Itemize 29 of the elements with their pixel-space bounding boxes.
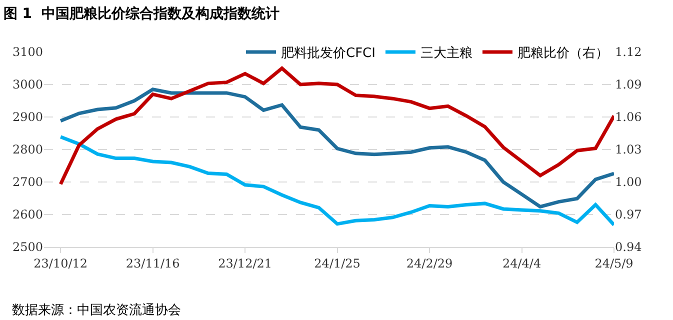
y-tick-label: 3100 — [12, 45, 43, 60]
y2-tick-label: 1.09 — [615, 78, 642, 92]
y2-tick-label: 1.06 — [615, 110, 642, 124]
legend-label: 三大主粮 — [420, 45, 472, 62]
chart-title: 图 1 中国肥粮比价综合指数及构成指数统计 — [3, 4, 280, 22]
y2-tick-label: 0.97 — [615, 208, 642, 222]
y-tick-label: 2800 — [12, 142, 43, 157]
x-tick-label: 24/5/9 — [594, 256, 634, 270]
x-tick-label: 23/11/16 — [126, 256, 180, 270]
source-note: 数据来源：中国农资流通协会 — [12, 302, 181, 318]
y2-tick-label: 1.03 — [615, 142, 642, 157]
x-tick-label: 23/12/21 — [218, 256, 272, 270]
y-tick-label: 2900 — [12, 110, 43, 124]
x-tick-label: 24/4/4 — [502, 256, 542, 270]
y2-tick-label: 1.00 — [615, 175, 642, 190]
y-tick-label: 3000 — [12, 78, 43, 92]
x-tick-label: 24/2/29 — [406, 256, 453, 270]
x-tick-label: 24/1/25 — [314, 256, 360, 270]
y-tick-label: 2700 — [12, 175, 43, 190]
x-tick-label: 23/10/12 — [34, 256, 88, 270]
y-tick-label: 2600 — [12, 208, 43, 222]
y2-tick-label: 1.12 — [615, 45, 642, 60]
legend-label: 肥粮比价（右） — [517, 46, 608, 62]
legend-label: 肥料批发价CFCI — [281, 46, 376, 62]
line-series — [58, 66, 614, 186]
line-series — [58, 135, 614, 227]
line-series — [58, 88, 614, 208]
y2-tick-label: 0.94 — [615, 240, 642, 254]
y-tick-label: 2500 — [12, 240, 43, 254]
